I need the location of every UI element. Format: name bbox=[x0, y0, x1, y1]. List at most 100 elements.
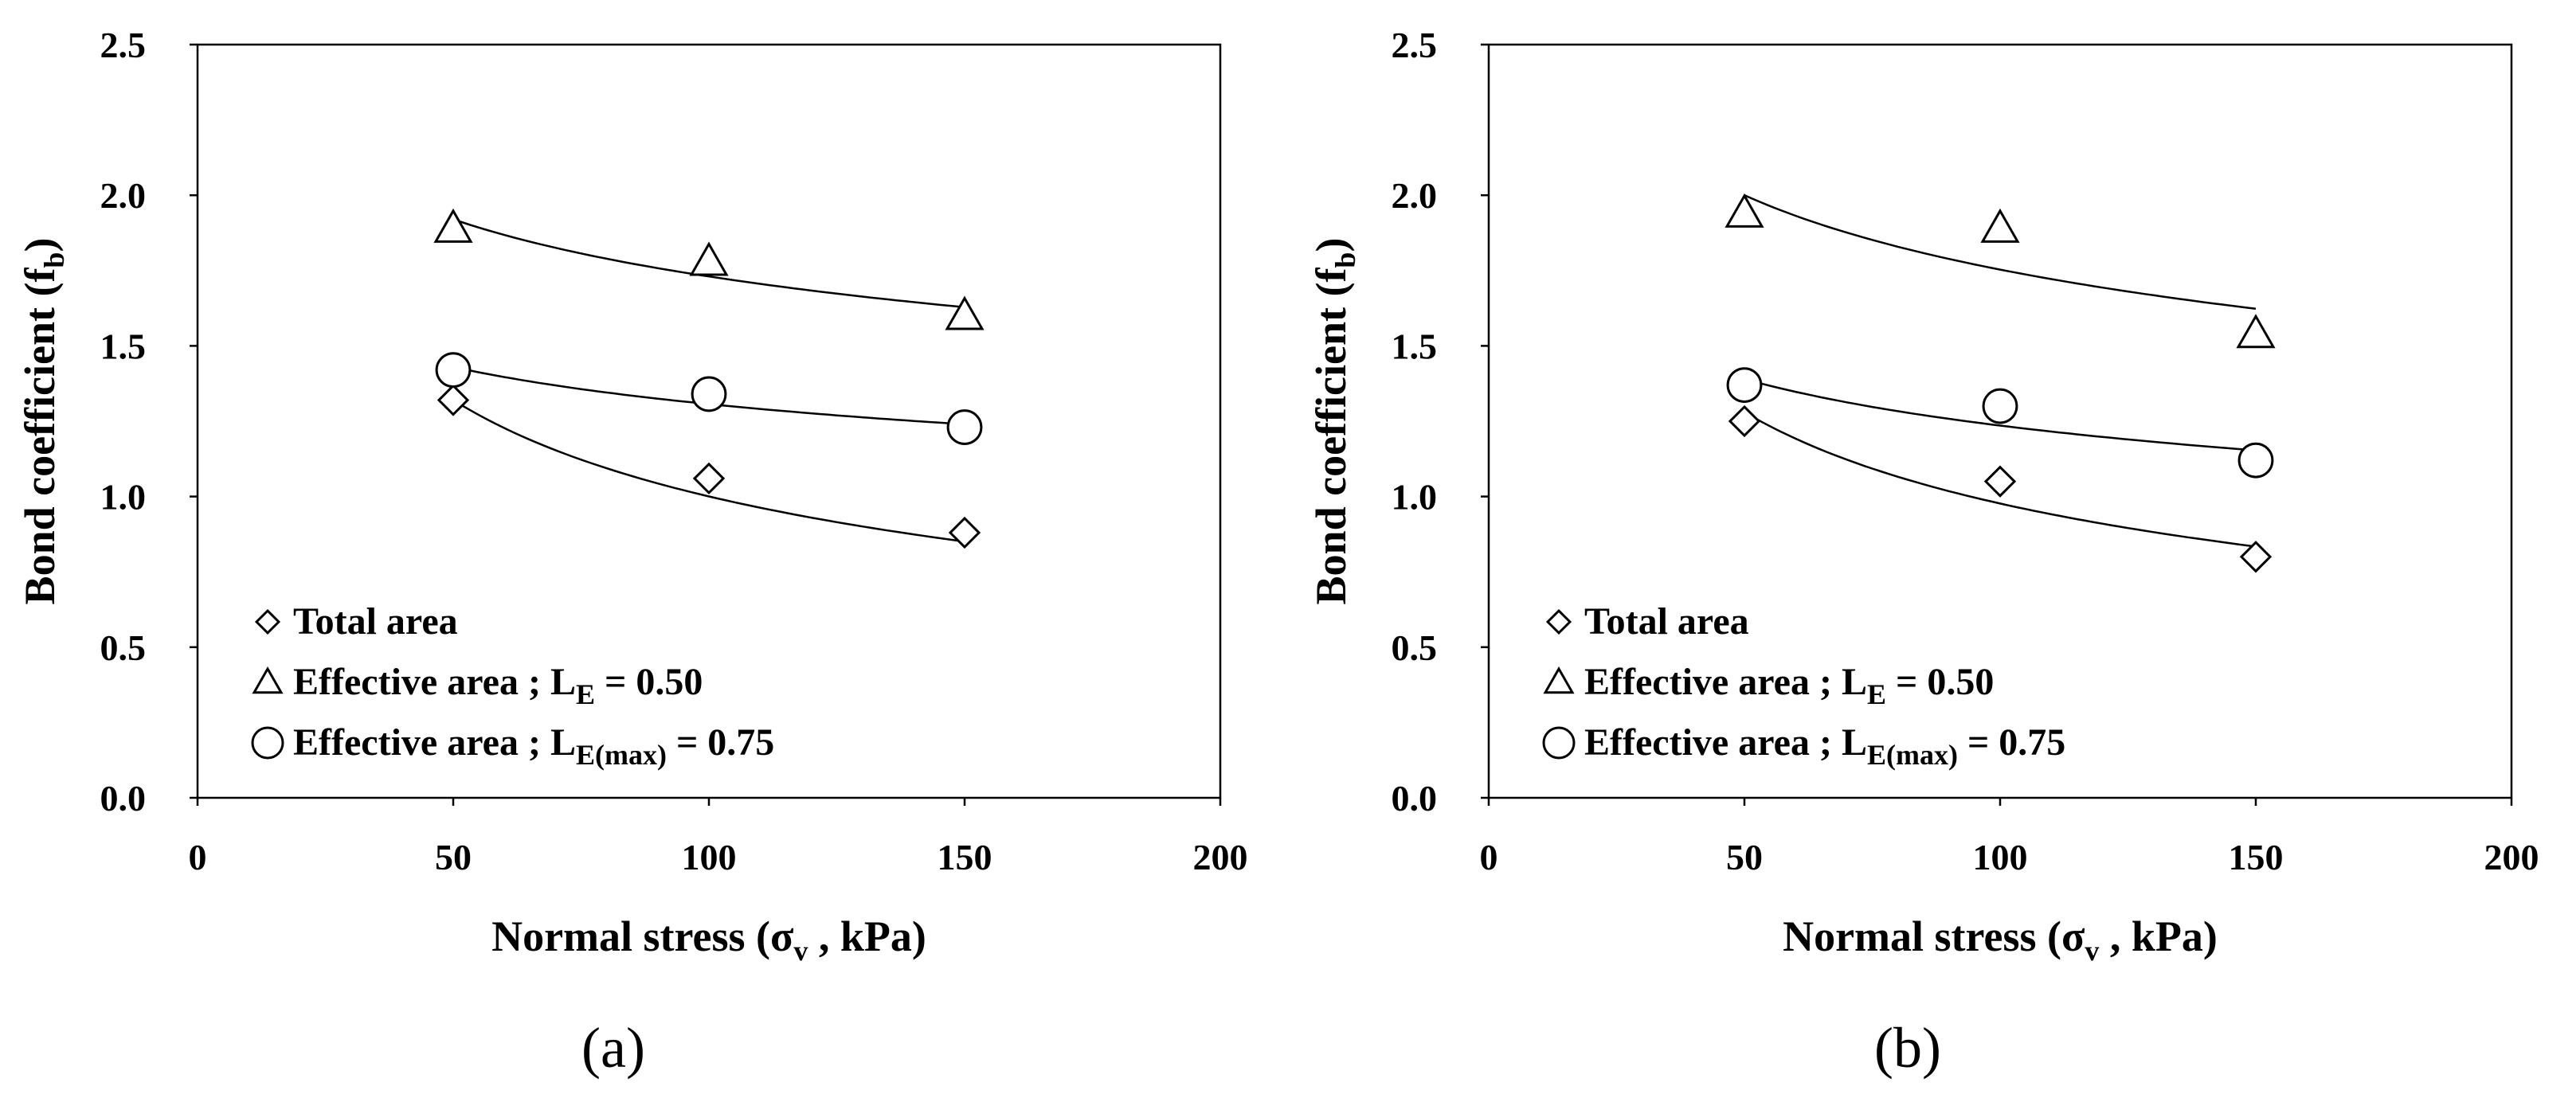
y-axis-title-end: ) bbox=[16, 238, 64, 252]
y-tick-label: 2.5 bbox=[100, 25, 147, 65]
data-point-diamond bbox=[437, 384, 470, 416]
legend-label-main: Total area bbox=[293, 600, 458, 643]
trendline-triangle bbox=[1744, 194, 2257, 311]
data-point-triangle bbox=[2236, 314, 2276, 349]
x-tick-label: 200 bbox=[1193, 837, 1248, 877]
x-axis-title-main: Normal stress (σ bbox=[1783, 912, 2085, 960]
legend-label-end: = 0.50 bbox=[595, 661, 703, 703]
data-point-diamond bbox=[1728, 404, 1761, 438]
y-tick-label: 0.5 bbox=[1392, 627, 1438, 668]
legend-marker-triangle bbox=[252, 666, 284, 694]
y-axis-title-main: Bond coefficient (f bbox=[1307, 268, 1355, 605]
x-tick-label: 200 bbox=[2484, 837, 2539, 877]
y-tick-label: 0.0 bbox=[100, 778, 147, 819]
y-tick-label: 2.0 bbox=[100, 175, 147, 216]
legend-label-diamond: Total area bbox=[293, 600, 458, 643]
data-point-circle bbox=[946, 409, 983, 445]
y-axis-title: Bond coefficient (fb) bbox=[1307, 238, 1361, 605]
trendline-circle bbox=[1744, 377, 2257, 451]
panel-label: (b) bbox=[1874, 1016, 1941, 1080]
x-tick-label: 150 bbox=[2229, 837, 2284, 877]
chart-panel-b: 0 50 100 150 200 0.0 0.5 1.0 1.5 2.0 2.5 Normal str… bbox=[1307, 25, 2539, 1080]
data-point-triangle bbox=[945, 295, 985, 330]
data-point-diamond bbox=[692, 462, 726, 495]
y-axis-title-main: Bond coefficient (f bbox=[16, 268, 64, 605]
x-tick-label: 100 bbox=[1973, 837, 2028, 877]
trendline-triangle bbox=[452, 218, 965, 309]
legend-label-end: = 0.75 bbox=[1958, 721, 2065, 764]
x-tick-label: 50 bbox=[1726, 837, 1763, 877]
legend-label-circle: Effective area ; LE(max) = 0.75 bbox=[293, 721, 774, 771]
legend-label-main: Effective area ; L bbox=[293, 661, 576, 703]
legend-label-end: = 0.50 bbox=[1886, 661, 1994, 703]
legend-marker-circle bbox=[1542, 726, 1576, 760]
x-axis-title: Normal stress (σv , kPa) bbox=[1783, 912, 2218, 967]
data-point-diamond bbox=[1983, 465, 2017, 498]
x-axis-title-end: , kPa) bbox=[808, 912, 926, 960]
legend-label-main: Effective area ; L bbox=[1584, 721, 1867, 764]
x-axis-title-sub: v bbox=[793, 935, 808, 967]
y-axis-title: Bond coefficient (fb) bbox=[16, 238, 70, 605]
y-tick-label: 1.0 bbox=[1392, 477, 1438, 518]
series-circle bbox=[435, 352, 983, 445]
series-circle bbox=[1726, 367, 2274, 479]
data-point-triangle bbox=[1725, 193, 1764, 228]
legend-marker-diamond bbox=[1545, 608, 1572, 635]
legend-label-sub: E bbox=[1867, 678, 1886, 710]
x-tick-label: 100 bbox=[682, 837, 737, 877]
legend-label-sub: E bbox=[576, 678, 595, 710]
y-tick-label: 2.0 bbox=[1392, 175, 1438, 216]
x-tick-label: 0 bbox=[1480, 837, 1498, 877]
panel-label: (a) bbox=[581, 1016, 645, 1080]
y-axis-title-end: ) bbox=[1307, 238, 1355, 252]
legend-label-main: Total area bbox=[1584, 600, 1749, 643]
x-axis-title-end: , kPa) bbox=[2099, 912, 2218, 960]
y-tick-label: 0.0 bbox=[1392, 778, 1438, 819]
x-tick-label: 0 bbox=[189, 837, 207, 877]
data-point-circle bbox=[1982, 388, 2018, 424]
legend-label-triangle: Effective area ; LE = 0.50 bbox=[293, 661, 703, 710]
trendline-diamond bbox=[452, 399, 965, 543]
x-axis-title-sub: v bbox=[2085, 935, 2099, 967]
legend-label-triangle: Effective area ; LE = 0.50 bbox=[1584, 661, 1994, 710]
legend-label-diamond: Total area bbox=[1584, 600, 1749, 643]
y-axis-title-sub: b bbox=[38, 252, 70, 268]
chart-panel-a: 0 50 100 150 200 0.0 0.5 1.0 1.5 2.0 2.5 Normal str… bbox=[16, 25, 1248, 1080]
data-point-triangle bbox=[1980, 208, 2020, 243]
legend-marker-diamond bbox=[254, 608, 281, 635]
legend-marker-triangle bbox=[1543, 666, 1575, 694]
legend-marker-circle bbox=[251, 726, 284, 760]
y-tick-label: 1.5 bbox=[1392, 326, 1438, 366]
legend-label-main: Effective area ; L bbox=[293, 721, 576, 764]
data-point-triangle bbox=[689, 241, 729, 276]
y-axis-title-sub: b bbox=[1329, 252, 1361, 268]
legend-label-sub: E(max) bbox=[576, 739, 667, 771]
y-tick-label: 1.5 bbox=[100, 326, 147, 366]
data-point-circle bbox=[2237, 442, 2274, 479]
series-diamond bbox=[1728, 404, 2273, 573]
x-axis-title-main: Normal stress (σ bbox=[491, 912, 794, 960]
x-axis-title: Normal stress (σv , kPa) bbox=[491, 912, 926, 967]
data-point-diamond bbox=[2239, 541, 2273, 573]
legend-label-sub: E(max) bbox=[1867, 739, 1958, 771]
y-tick-label: 0.5 bbox=[100, 627, 147, 668]
series-diamond bbox=[437, 384, 981, 549]
legend-label-circle: Effective area ; LE(max) = 0.75 bbox=[1584, 721, 2065, 771]
data-point-diamond bbox=[948, 516, 981, 549]
legend-label-end: = 0.75 bbox=[667, 721, 774, 764]
legend-label-main: Effective area ; L bbox=[1584, 661, 1867, 703]
data-point-circle bbox=[691, 376, 727, 412]
y-tick-label: 2.5 bbox=[1392, 25, 1438, 65]
data-point-circle bbox=[435, 352, 472, 389]
x-tick-label: 150 bbox=[938, 837, 992, 877]
trendline-diamond bbox=[1744, 411, 2257, 548]
data-point-circle bbox=[1726, 367, 1763, 403]
series-triangle bbox=[1725, 193, 2276, 349]
series-triangle bbox=[433, 208, 985, 330]
x-tick-label: 50 bbox=[435, 837, 472, 877]
data-point-triangle bbox=[433, 208, 473, 243]
y-tick-label: 1.0 bbox=[100, 477, 147, 518]
